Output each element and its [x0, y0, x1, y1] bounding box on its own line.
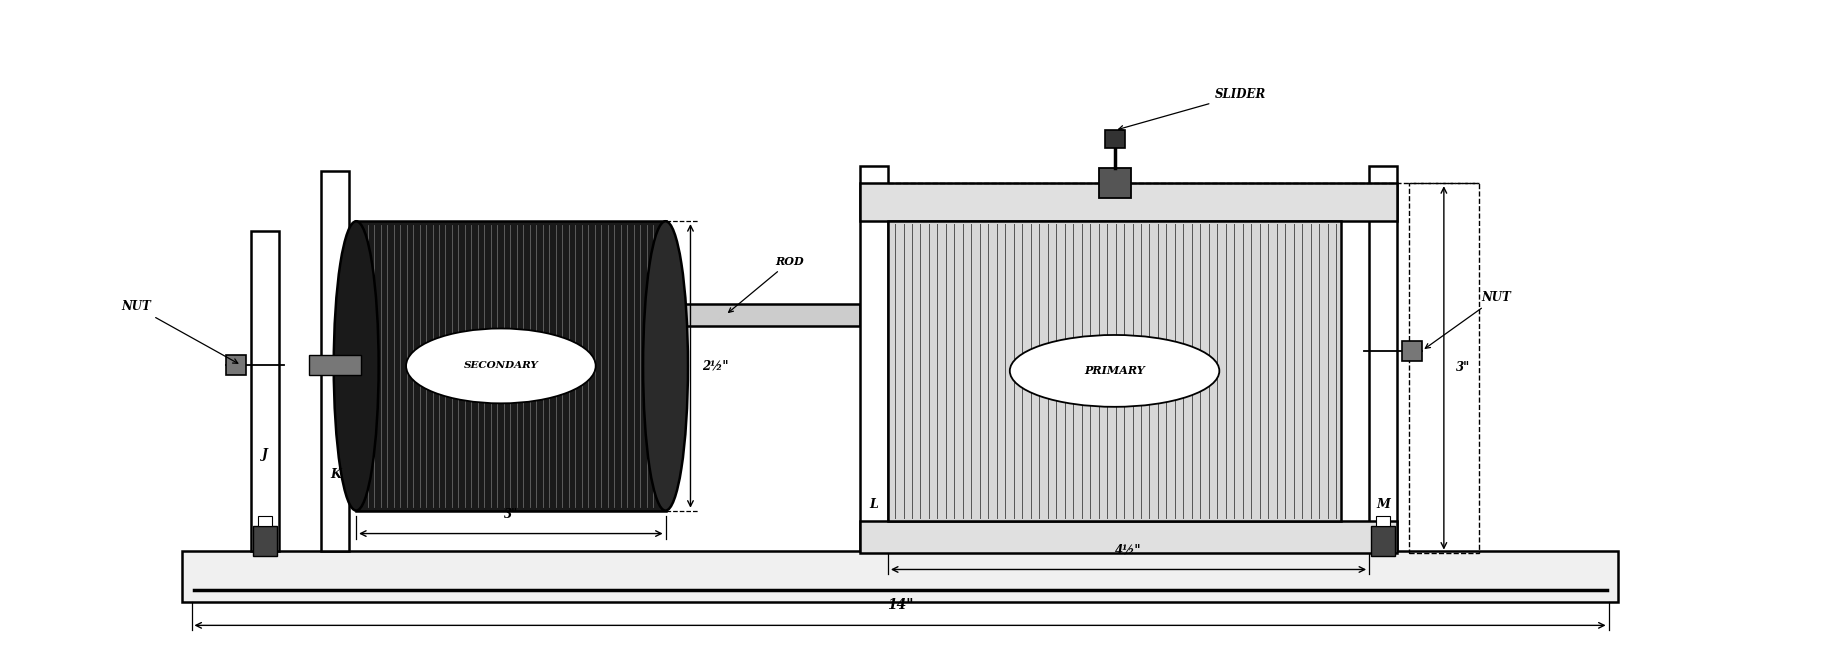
- Text: NUT: NUT: [122, 300, 237, 363]
- Text: SECONDARY: SECONDARY: [464, 361, 539, 370]
- Ellipse shape: [1010, 335, 1220, 407]
- Bar: [321, 171, 349, 551]
- Bar: [1099, 169, 1130, 199]
- Text: 3": 3": [1455, 361, 1470, 374]
- Bar: [860, 167, 887, 551]
- Bar: [860, 184, 1397, 221]
- Text: 14": 14": [887, 598, 913, 613]
- Bar: [1410, 184, 1479, 553]
- Bar: [259, 516, 272, 525]
- Bar: [1377, 516, 1390, 525]
- Bar: [356, 221, 665, 510]
- Text: ROD: ROD: [729, 256, 803, 312]
- Text: 2½": 2½": [703, 359, 729, 372]
- Ellipse shape: [643, 221, 688, 510]
- Ellipse shape: [405, 329, 595, 404]
- Bar: [860, 521, 1397, 553]
- Bar: [252, 231, 279, 551]
- Bar: [254, 525, 278, 555]
- Text: SLIDER: SLIDER: [1119, 89, 1265, 130]
- Bar: [1371, 525, 1395, 555]
- Bar: [309, 355, 362, 375]
- Text: J: J: [263, 449, 268, 461]
- Text: K: K: [331, 468, 341, 481]
- Text: L: L: [869, 498, 878, 511]
- Ellipse shape: [334, 221, 378, 510]
- Bar: [685, 304, 860, 326]
- Text: NUT: NUT: [1426, 291, 1512, 348]
- Bar: [887, 221, 1340, 521]
- Bar: [226, 355, 247, 375]
- Text: M: M: [1377, 498, 1390, 511]
- Bar: [1105, 130, 1125, 148]
- Bar: [1402, 340, 1422, 361]
- Text: 3": 3": [504, 508, 519, 521]
- Bar: [181, 551, 1618, 602]
- Text: PRIMARY: PRIMARY: [1085, 365, 1145, 376]
- Bar: [1370, 167, 1397, 551]
- Text: 4½": 4½": [1116, 544, 1141, 557]
